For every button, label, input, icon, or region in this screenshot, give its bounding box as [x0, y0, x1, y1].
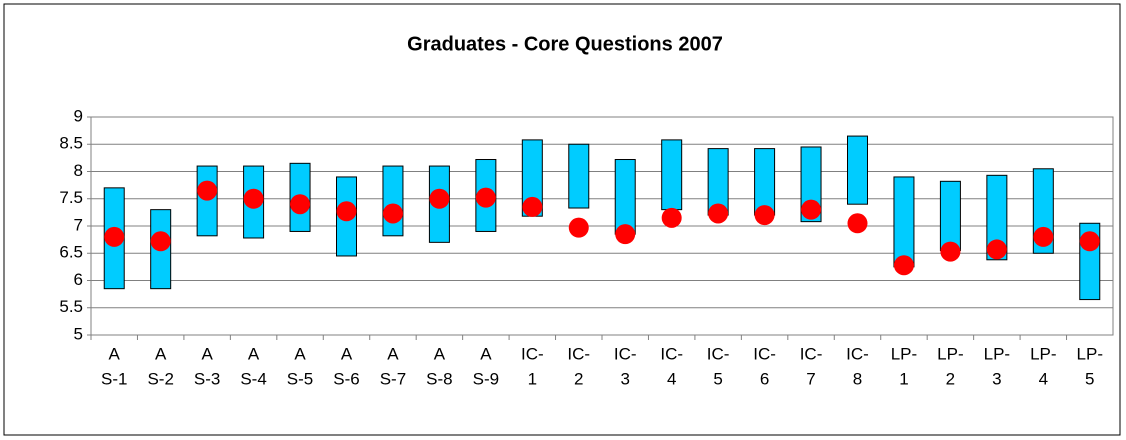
- score-dot: [847, 213, 868, 234]
- x-tick-label: A: [480, 344, 492, 363]
- score-dot: [336, 201, 357, 222]
- y-tick-label: 7.5: [59, 188, 83, 207]
- score-dot: [754, 205, 775, 226]
- x-tick-label: IC-: [521, 344, 544, 363]
- x-tick-label: 2: [946, 369, 955, 388]
- x-tick-label: 3: [620, 369, 629, 388]
- y-tick-label: 8.5: [59, 134, 83, 153]
- y-tick-label: 9: [74, 106, 83, 125]
- x-tick-label: A: [201, 344, 213, 363]
- score-dot: [568, 217, 589, 238]
- score-dot: [615, 224, 636, 245]
- range-bar: [196, 165, 218, 237]
- x-tick-label: 8: [853, 369, 862, 388]
- x-tick-label: S-9: [473, 369, 499, 388]
- score-dot: [150, 231, 171, 252]
- x-tick-label: IC-: [660, 344, 683, 363]
- y-tick-label: 6: [74, 270, 83, 289]
- chart-title: Graduates - Core Questions 2007: [407, 33, 723, 55]
- x-tick-label: IC-: [567, 344, 590, 363]
- range-bar: [661, 139, 683, 211]
- x-tick-label: 1: [899, 369, 908, 388]
- x-tick-label: 2: [574, 369, 583, 388]
- y-tick-label: 8: [74, 161, 83, 180]
- score-dot: [429, 188, 450, 209]
- score-dot: [986, 239, 1007, 260]
- y-tick-label: 5.5: [59, 297, 83, 316]
- score-dot: [243, 188, 264, 209]
- x-tick-label: S-5: [287, 369, 313, 388]
- range-bar: [382, 165, 404, 237]
- score-dot: [708, 203, 729, 224]
- x-tick-label: LP-: [1077, 344, 1103, 363]
- x-tick-label: S-3: [194, 369, 220, 388]
- x-tick-label: 7: [806, 369, 815, 388]
- x-tick-label: 1: [528, 369, 537, 388]
- score-dot: [104, 226, 125, 247]
- score-dot: [197, 180, 218, 201]
- x-tick-label: S-2: [147, 369, 173, 388]
- x-tick-label: A: [248, 344, 260, 363]
- x-tick-label: IC-: [800, 344, 823, 363]
- y-tick-label: 6.5: [59, 243, 83, 262]
- x-tick-label: S-7: [380, 369, 406, 388]
- x-tick-label: A: [294, 344, 306, 363]
- x-tick-label: S-6: [333, 369, 359, 388]
- score-dot: [1079, 231, 1100, 252]
- x-tick-label: IC-: [846, 344, 869, 363]
- range-bar: [847, 135, 868, 205]
- score-dot: [290, 194, 311, 215]
- x-tick-label: A: [109, 344, 121, 363]
- x-tick-label: 4: [667, 369, 676, 388]
- range-bar: [568, 143, 590, 209]
- x-tick-label: 5: [1085, 369, 1094, 388]
- y-tick-label: 7: [74, 215, 83, 234]
- x-tick-label: S-8: [426, 369, 452, 388]
- x-tick-label: A: [155, 344, 167, 363]
- score-dot: [940, 241, 961, 262]
- x-tick-label: A: [434, 344, 446, 363]
- x-tick-label: 3: [992, 369, 1001, 388]
- x-tick-label: LP-: [984, 344, 1010, 363]
- score-dot: [475, 187, 496, 208]
- score-dot: [1033, 226, 1054, 247]
- score-dot: [382, 203, 403, 224]
- score-dot: [893, 255, 914, 276]
- x-tick-label: IC-: [753, 344, 776, 363]
- x-tick-label: S-1: [101, 369, 127, 388]
- range-bar: [614, 159, 636, 235]
- x-tick-label: 4: [1039, 369, 1048, 388]
- x-tick-label: S-4: [240, 369, 266, 388]
- x-tick-label: 6: [760, 369, 769, 388]
- score-dot: [522, 196, 543, 217]
- x-tick-label: IC-: [614, 344, 637, 363]
- score-dot: [801, 199, 822, 220]
- x-tick-label: LP-: [937, 344, 963, 363]
- range-bar: [939, 180, 961, 252]
- score-dot: [661, 207, 682, 228]
- range-bar: [893, 176, 915, 268]
- x-tick-label: 5: [713, 369, 722, 388]
- y-tick-label: 5: [74, 324, 83, 343]
- x-tick-label: A: [341, 344, 353, 363]
- range-bar: [986, 174, 1008, 261]
- x-tick-label: LP-: [891, 344, 917, 363]
- x-tick-label: A: [387, 344, 399, 363]
- x-tick-label: LP-: [1030, 344, 1056, 363]
- x-tick-label: IC-: [707, 344, 730, 363]
